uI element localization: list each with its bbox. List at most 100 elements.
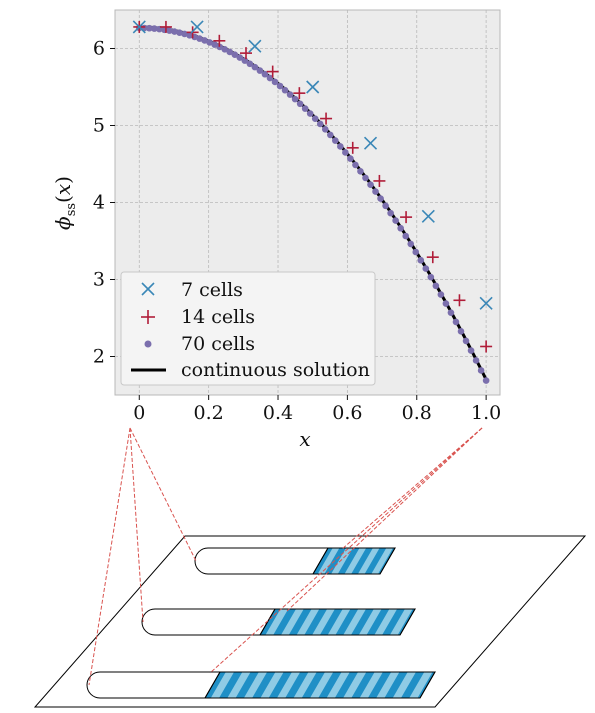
guide-line-x1-7 (341, 427, 483, 550)
cell-stripe (210, 672, 235, 698)
point-14-cells (159, 20, 172, 33)
legend-label-continuous: continuous solution (181, 359, 370, 381)
point-70-cells (151, 25, 158, 32)
cell-stripe (260, 672, 284, 698)
point-14-cells (346, 141, 359, 154)
point-70-cells (176, 29, 183, 36)
point-70-cells (146, 24, 153, 32)
point-70-cells (447, 309, 455, 316)
point-14-cells (293, 87, 306, 100)
point-70-cells (422, 265, 430, 272)
x-tick-label: 0.4 (263, 402, 293, 424)
axis-ticks: 0 0.2 0.4 0.6 0.8 1.0 2 3 4 5 6 (93, 38, 501, 425)
cell-stripe (243, 672, 268, 698)
point-70-cells (261, 70, 269, 78)
y-axis-label-sub: ss (64, 203, 79, 216)
legend-label-14-cells: 14 cells (181, 306, 255, 328)
point-7-cells (363, 136, 378, 150)
cell-stripe (326, 672, 350, 698)
cell-stripe (409, 672, 433, 698)
cell-stripe (343, 609, 366, 635)
point-70-cells (392, 217, 399, 224)
cell-stripe (327, 609, 351, 635)
point-70-cells (271, 78, 279, 86)
point-70-cells (321, 126, 329, 133)
point-70-cells (377, 195, 384, 202)
point-70-cells (362, 174, 369, 182)
channel-14-outline (141, 608, 415, 636)
cell-stripe (265, 609, 289, 635)
y-tick-label: 3 (93, 269, 105, 291)
point-70-cells (221, 46, 229, 53)
point-70-cells (251, 63, 259, 71)
point-70-cells (462, 337, 470, 345)
guide-line-x1-14 (286, 427, 483, 612)
point-70-cells (301, 105, 309, 112)
cell-stripe (376, 672, 400, 698)
guide-line-x0-70 (88, 427, 131, 686)
point-70-cells (216, 43, 224, 51)
legend-marker-7-cells (141, 282, 155, 296)
point-7-cells (306, 80, 320, 94)
point-70-cells (166, 27, 173, 34)
point-70-cells (387, 209, 394, 217)
cell-strip-outline (259, 608, 416, 636)
point-70-cells (412, 248, 420, 256)
cell-stripe (389, 609, 413, 635)
point-14-cells (480, 340, 493, 353)
point-70-cells (452, 318, 460, 326)
cell-stripe (331, 548, 353, 574)
point-70-cells (311, 115, 319, 122)
point-70-cells (181, 30, 188, 38)
cell-stripe (359, 672, 383, 698)
cell-stripe (357, 548, 380, 574)
legend-label-7-cells: 7 cells (181, 279, 243, 301)
point-70-cells (326, 131, 334, 139)
point-70-cells (402, 232, 409, 240)
point-70-cells (231, 51, 239, 58)
channel-7-outline (194, 547, 395, 575)
point-70-cells (316, 120, 324, 128)
y-tick-label: 4 (93, 192, 105, 214)
guide-line-x0-14 (129, 427, 144, 623)
x-tick-label: 0.6 (332, 402, 362, 424)
guide-line-x1-70 (209, 427, 483, 674)
point-70-cells (246, 60, 254, 68)
point-14-cells (453, 294, 466, 307)
point-70-cells (281, 86, 289, 94)
y-axis-label-x: x (51, 184, 75, 195)
point-7-cells (190, 20, 204, 34)
cell-stripe (293, 672, 317, 698)
point-70-cells (332, 137, 339, 144)
point-70-cells (367, 181, 374, 188)
point-70-cells (477, 367, 485, 374)
cell-stripe (312, 609, 335, 635)
y-tick-label: 5 (93, 115, 105, 137)
channel-70-cell-strip (204, 671, 436, 699)
y-axis-label-close: ) (51, 176, 75, 184)
cell-stripe (371, 548, 393, 574)
x-tick-label: 0 (133, 402, 145, 424)
point-14-cells (320, 112, 333, 125)
point-70-cells (276, 82, 284, 90)
guide-lines (88, 427, 483, 686)
point-14-cells (213, 34, 226, 47)
point-70-cells (186, 32, 193, 39)
point-70-cells (211, 41, 218, 48)
cell-strip-outline (204, 671, 436, 699)
y-axis-label: ϕss(x) (51, 176, 79, 230)
legend-label-70-cells: 70 cells (181, 333, 255, 355)
channel-14-cell-strip (259, 608, 416, 636)
cell-stripe (276, 672, 301, 698)
legend: 7 cells 14 cells 70 cells continuous sol… (120, 271, 376, 386)
point-70-cells (196, 35, 203, 42)
point-70-cells (306, 110, 314, 117)
cell-stripe (343, 672, 367, 698)
point-70-cells (236, 54, 244, 61)
cell-strip-outline (312, 547, 396, 575)
cell-stripe (227, 672, 251, 698)
point-70-cells (372, 188, 379, 195)
series-layer (132, 20, 493, 384)
channel-70-outline (86, 671, 435, 699)
point-70-cells (342, 149, 349, 156)
